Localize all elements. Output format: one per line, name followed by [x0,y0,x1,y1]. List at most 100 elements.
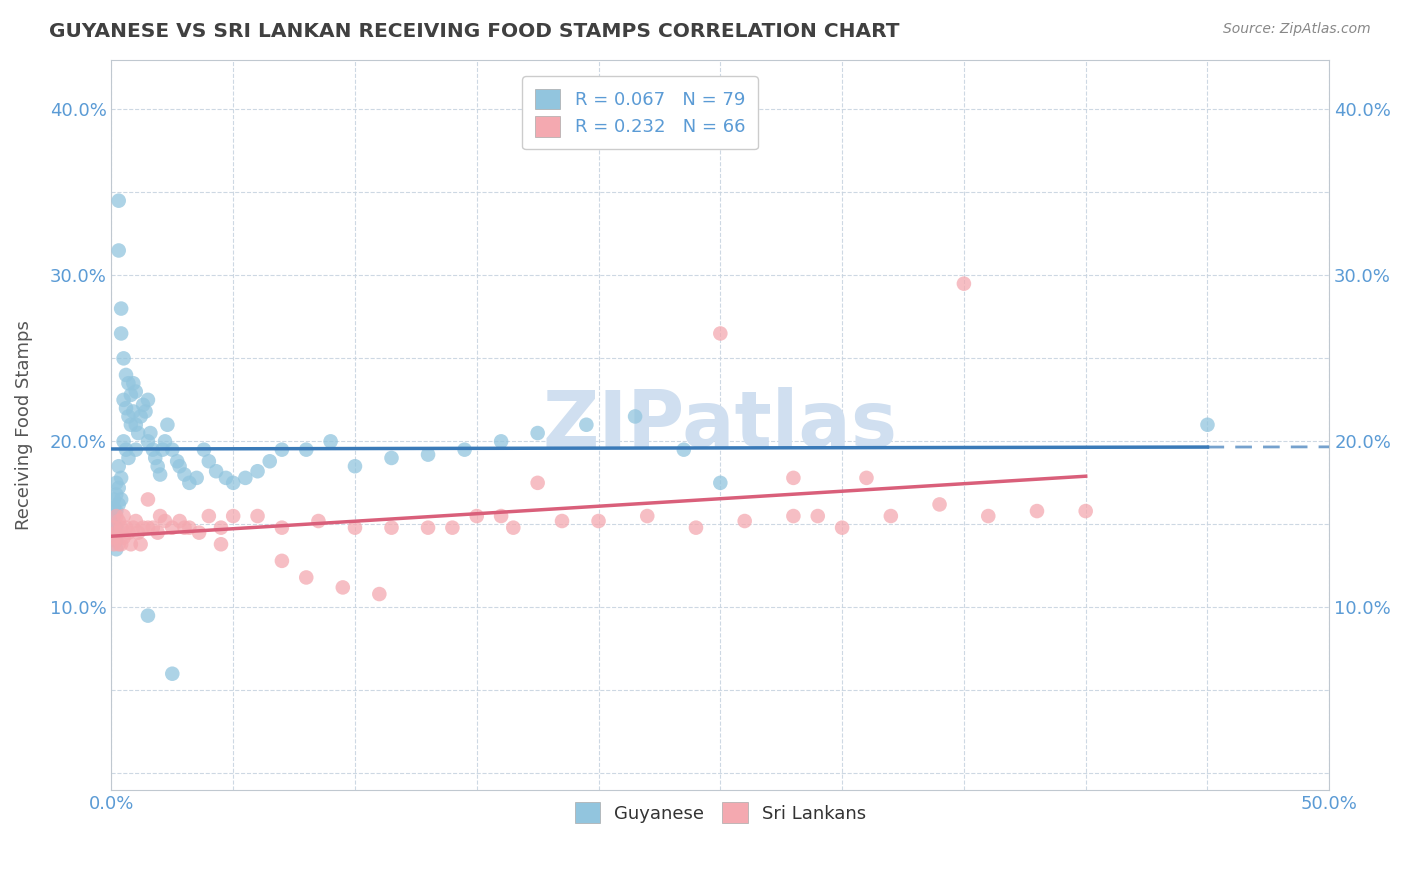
Point [122,404,145,418]
Point [134,404,156,418]
Point [120,537,142,551]
Point [1074,504,1097,518]
Point [127,425,149,440]
Point [169,514,191,528]
Point [880,509,903,524]
Point [380,450,402,465]
Point [120,388,142,402]
Point [465,509,488,524]
Point [453,442,475,457]
Point [734,514,756,528]
Point [127,525,149,540]
Point [295,570,318,584]
Point [259,454,281,468]
Point [235,471,257,485]
Point [105,504,128,518]
Point [105,521,128,535]
Point [112,434,135,449]
Point [107,537,129,551]
Point [110,301,132,316]
Point [575,417,598,432]
Point [831,521,853,535]
Point [107,498,129,512]
Point [110,492,132,507]
Point [107,194,129,208]
Point [807,509,830,524]
Point [152,442,174,457]
Point [193,442,215,457]
Point [782,509,804,524]
Point [222,509,245,524]
Point [105,487,128,501]
Point [685,521,707,535]
Point [117,409,139,424]
Point [343,459,366,474]
Point [198,509,221,524]
Point [107,481,129,495]
Point [103,537,125,551]
Point [209,537,232,551]
Point [105,533,128,548]
Point [416,521,439,535]
Point [271,442,294,457]
Point [103,521,125,535]
Point [117,525,139,540]
Point [136,492,159,507]
Point [146,525,169,540]
Point [162,666,184,681]
Point [103,509,125,524]
Point [179,475,201,490]
Text: GUYANESE VS SRI LANKAN RECEIVING FOOD STAMPS CORRELATION CHART: GUYANESE VS SRI LANKAN RECEIVING FOOD ST… [49,22,900,41]
Point [343,521,366,535]
Point [122,376,145,391]
Point [132,521,155,535]
Point [142,521,165,535]
Point [112,351,135,366]
Point [166,454,188,468]
Point [112,531,135,545]
Point [489,434,512,449]
Legend: Guyanese, Sri Lankans: Guyanese, Sri Lankans [562,789,879,836]
Point [332,581,354,595]
Point [179,521,201,535]
Point [107,514,129,528]
Point [110,326,132,341]
Y-axis label: Receiving Food Stamps: Receiving Food Stamps [15,320,32,530]
Point [855,471,877,485]
Point [215,471,238,485]
Point [112,509,135,524]
Point [110,537,132,551]
Point [136,434,159,449]
Point [380,521,402,535]
Point [636,509,658,524]
Point [110,471,132,485]
Point [107,244,129,258]
Point [120,417,142,432]
Point [143,450,166,465]
Point [162,442,184,457]
Point [186,471,208,485]
Point [441,521,464,535]
Point [142,442,165,457]
Point [125,514,148,528]
Point [105,525,128,540]
Point [551,514,574,528]
Point [526,475,548,490]
Point [173,467,195,482]
Point [139,425,162,440]
Point [103,500,125,515]
Point [105,509,128,524]
Point [295,442,318,457]
Point [588,514,610,528]
Point [115,368,138,382]
Point [105,542,128,557]
Point [115,442,138,457]
Point [953,277,976,291]
Point [209,521,232,535]
Point [162,521,184,535]
Point [110,521,132,535]
Point [188,525,211,540]
Point [1197,417,1219,432]
Point [103,492,125,507]
Point [115,401,138,416]
